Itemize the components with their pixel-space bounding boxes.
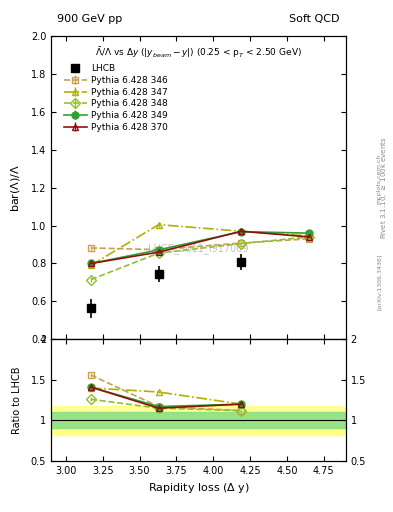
X-axis label: Rapidity loss ($\Delta$ y): Rapidity loss ($\Delta$ y) xyxy=(147,481,250,495)
Text: Rivet 3.1.10, $\geq$ 100k events: Rivet 3.1.10, $\geq$ 100k events xyxy=(379,136,389,239)
Legend: LHCB, Pythia 6.428 346, Pythia 6.428 347, Pythia 6.428 348, Pythia 6.428 349, Py: LHCB, Pythia 6.428 346, Pythia 6.428 347… xyxy=(61,61,171,135)
Text: Soft QCD: Soft QCD xyxy=(290,14,340,24)
Y-axis label: bar($\Lambda$)/$\Lambda$: bar($\Lambda$)/$\Lambda$ xyxy=(9,164,22,211)
Text: LHCB_2011_I917009: LHCB_2011_I917009 xyxy=(148,243,249,254)
Bar xyxy=(51,426,346,435)
Text: [arXiv:1306.3436]: [arXiv:1306.3436] xyxy=(377,253,382,310)
Text: mcplots.cern.ch: mcplots.cern.ch xyxy=(377,154,382,204)
Text: $\bar{\Lambda}/\Lambda$ vs $\Delta y$ ($|y_{beam}-y|$) (0.25 < p$_T$ < 2.50 GeV): $\bar{\Lambda}/\Lambda$ vs $\Delta y$ ($… xyxy=(95,45,302,60)
Bar xyxy=(51,406,346,435)
Bar xyxy=(51,412,346,429)
Y-axis label: Ratio to LHCB: Ratio to LHCB xyxy=(12,367,22,434)
Text: 900 GeV pp: 900 GeV pp xyxy=(57,14,122,24)
